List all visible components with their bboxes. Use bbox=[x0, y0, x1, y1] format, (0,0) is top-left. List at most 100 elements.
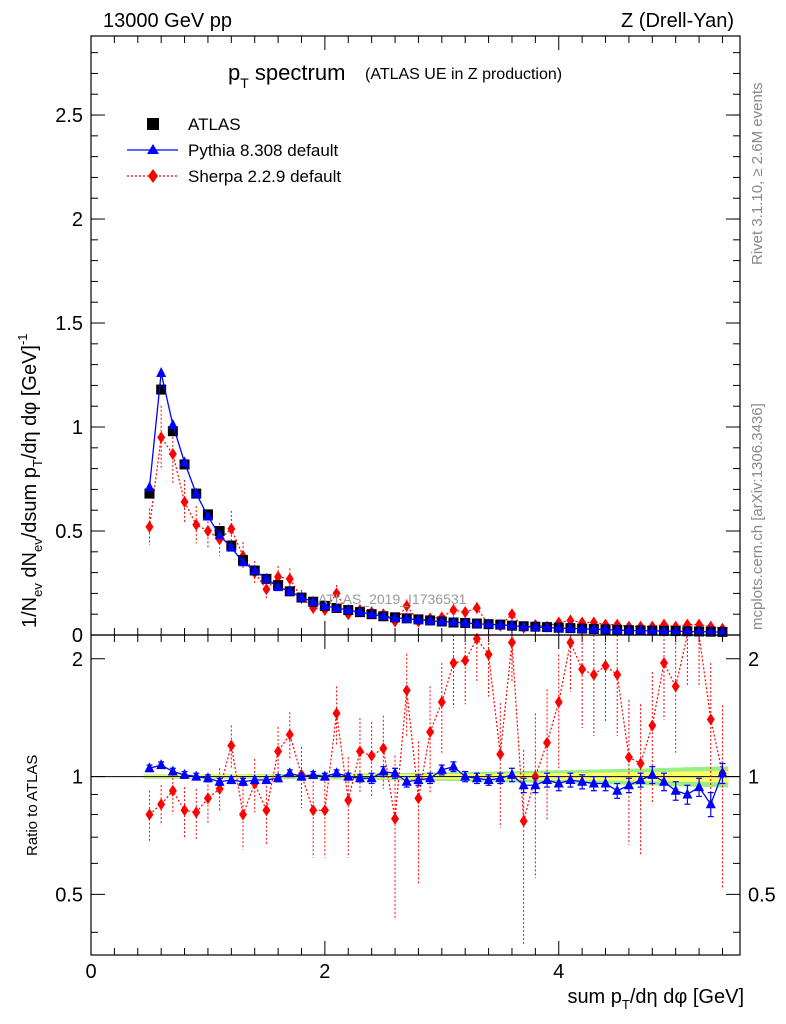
pythia-point bbox=[191, 487, 202, 498]
pythia-point bbox=[588, 623, 599, 634]
sherpa-ratio-point bbox=[414, 792, 423, 805]
pythia-point bbox=[366, 608, 377, 619]
pythia-ratio-point bbox=[261, 773, 272, 784]
title-p: p bbox=[228, 60, 240, 85]
sherpa-ratio-point bbox=[157, 798, 166, 811]
sherpa-ratio-point bbox=[145, 808, 154, 821]
sherpa-ratio-point bbox=[589, 668, 598, 681]
pythia-ratio-point bbox=[354, 772, 365, 783]
pythia-point bbox=[202, 510, 213, 521]
pythia-point bbox=[308, 595, 319, 606]
pythia-point bbox=[495, 618, 506, 629]
chart-title: pT spectrum (ATLAS UE in Z production) bbox=[228, 60, 562, 91]
pythia-ratio-point bbox=[495, 772, 506, 783]
pythia-ratio-point bbox=[343, 770, 354, 781]
sherpa-ratio-point bbox=[531, 770, 540, 783]
pythia-point bbox=[448, 616, 459, 627]
pythia-ratio-point bbox=[530, 779, 541, 790]
pythia-ratio-point bbox=[705, 798, 716, 809]
sherpa-ratio-point bbox=[274, 745, 283, 758]
pythia-ratio-point bbox=[390, 767, 401, 778]
pythia-ratio-point bbox=[331, 767, 342, 778]
pythia-point bbox=[647, 624, 658, 635]
legend-sherpa-label: Sherpa 2.2.9 default bbox=[188, 167, 341, 186]
sherpa-ratio-point bbox=[402, 684, 411, 697]
pythia-point bbox=[238, 556, 249, 567]
pythia-ratio-point bbox=[542, 773, 553, 784]
sherpa-ratio-point bbox=[227, 739, 236, 752]
analysis-watermark: ATLAS_2019_I1736531 bbox=[318, 591, 467, 607]
atlas-point bbox=[167, 426, 178, 437]
pythia-point bbox=[331, 601, 342, 612]
sherpa-ratio-point bbox=[203, 792, 212, 805]
sherpa-ratio-point bbox=[706, 713, 715, 726]
sherpa-ratio-point bbox=[391, 812, 400, 825]
sherpa-ratio-point bbox=[309, 804, 318, 817]
sherpa-ratio-point bbox=[496, 748, 505, 761]
sherpa-ratio-point bbox=[379, 742, 388, 755]
y-tick-label: 0 bbox=[72, 625, 83, 647]
title-rest: spectrum bbox=[249, 60, 346, 85]
y-tick-label: 2 bbox=[72, 209, 83, 231]
sherpa-ratio-point bbox=[659, 657, 668, 670]
y-tick-label: 1.5 bbox=[55, 313, 83, 335]
sherpa-point bbox=[285, 572, 294, 585]
sherpa-ratio-point bbox=[543, 736, 552, 749]
pythia-point bbox=[354, 606, 365, 617]
sherpa-point bbox=[402, 599, 411, 612]
pythia-ratio-point bbox=[612, 784, 623, 795]
legend-atlas-label: ATLAS bbox=[188, 115, 241, 134]
sherpa-point bbox=[145, 520, 154, 533]
legend-atlas-marker bbox=[147, 118, 159, 130]
pythia-point bbox=[553, 622, 564, 633]
pythia-ratio-point bbox=[448, 760, 459, 771]
pythia-point bbox=[530, 621, 541, 632]
pythia-point bbox=[694, 625, 705, 636]
sherpa-ratio-point bbox=[344, 794, 353, 807]
sherpa-ratio-point bbox=[426, 725, 435, 738]
pythia-ratio-point bbox=[238, 775, 249, 786]
pythia-point bbox=[167, 418, 178, 429]
x-tick-label: 4 bbox=[553, 961, 564, 983]
pythia-point bbox=[542, 621, 553, 632]
pythia-ratio-point bbox=[588, 777, 599, 788]
sherpa-ratio-point bbox=[472, 632, 481, 645]
sherpa-ratio-point bbox=[320, 804, 329, 817]
pythia-ratio-point bbox=[378, 765, 389, 776]
svg-text:pT spectrum: pT spectrum bbox=[228, 60, 345, 91]
pythia-ratio-point bbox=[144, 762, 155, 773]
ratio-y-label: Ratio to ATLAS bbox=[24, 755, 41, 856]
legend-pythia-label: Pythia 8.308 default bbox=[188, 141, 339, 160]
pythia-ratio-point bbox=[249, 773, 260, 784]
pythia-point bbox=[226, 541, 237, 552]
y-tick-label: 0.5 bbox=[55, 521, 83, 543]
sherpa-point bbox=[192, 518, 201, 531]
ratio-data bbox=[144, 632, 728, 946]
sherpa-point bbox=[180, 495, 189, 508]
main-panel: 0 0.5 1 1.5 2 2.5 bbox=[55, 35, 741, 647]
sherpa-point bbox=[332, 587, 341, 600]
pythia-ratio-point bbox=[694, 781, 705, 792]
pythia-point bbox=[296, 591, 307, 602]
sherpa-ratio-point bbox=[624, 751, 633, 764]
pythia-ratio-point bbox=[483, 773, 494, 784]
pythia-ratio-point bbox=[506, 768, 517, 779]
ratio-tick-label: 0.5 bbox=[55, 884, 83, 906]
sherpa-ratio-point bbox=[578, 663, 587, 676]
sherpa-ratio-point bbox=[239, 808, 248, 821]
pythia-ratio-point bbox=[682, 788, 693, 799]
sherpa-ratio-point bbox=[192, 806, 201, 819]
pythia-point bbox=[378, 610, 389, 621]
pythia-ratio-point bbox=[436, 763, 447, 774]
ratio-tick-label: 2 bbox=[72, 649, 83, 671]
pythia-point bbox=[705, 625, 716, 636]
sherpa-ratio-point bbox=[437, 696, 446, 709]
sherpa-ratio-point bbox=[180, 804, 189, 817]
pythia-ratio-point bbox=[635, 773, 646, 784]
title-sub: T bbox=[240, 75, 249, 91]
ratio-panel: 0 2 4 0.5 0.5 1 1 2 2 bbox=[55, 632, 776, 983]
pythia-point bbox=[390, 611, 401, 622]
pythia-ratio-point bbox=[273, 772, 284, 783]
pythia-ratio-point bbox=[191, 770, 202, 781]
